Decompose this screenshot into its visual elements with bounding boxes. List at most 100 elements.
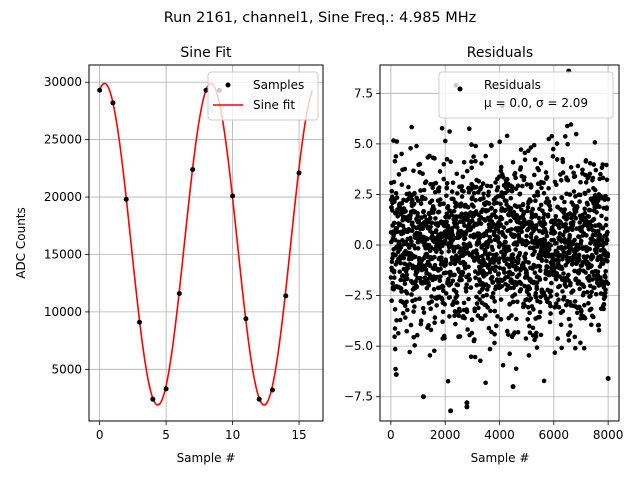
residual-point xyxy=(480,316,485,322)
residual-point xyxy=(597,204,602,209)
residual-point xyxy=(541,180,546,186)
residual-point xyxy=(593,232,599,238)
residual-point xyxy=(507,262,512,268)
residual-point xyxy=(395,214,401,219)
residual-point xyxy=(566,316,572,322)
residual-point xyxy=(547,203,552,209)
residual-point xyxy=(407,349,413,355)
residual-point xyxy=(418,188,423,193)
residual-point xyxy=(508,218,513,224)
residual-point xyxy=(428,327,434,333)
residual-point xyxy=(437,278,443,284)
residual-point xyxy=(526,148,531,154)
residual-point xyxy=(554,301,559,306)
residual-point xyxy=(408,146,413,151)
residual-point xyxy=(510,299,516,305)
residual-point xyxy=(484,292,490,298)
residual-point xyxy=(513,247,518,252)
residual-point xyxy=(454,225,460,230)
residual-point xyxy=(497,256,502,261)
residual-point xyxy=(510,159,516,165)
residual-point xyxy=(464,282,470,287)
residual-point xyxy=(509,313,514,318)
residual-point xyxy=(517,204,522,209)
residuals-title: Residuals xyxy=(467,45,533,61)
residual-point xyxy=(562,199,567,205)
residual-point xyxy=(404,299,409,305)
residual-point xyxy=(440,284,446,290)
residual-point xyxy=(539,257,545,263)
residual-point xyxy=(439,126,445,131)
residual-point xyxy=(480,181,486,186)
residual-point xyxy=(399,182,405,187)
sine-fit-xtick-label: 5 xyxy=(162,428,170,442)
residual-point xyxy=(586,188,591,193)
residual-point xyxy=(435,223,441,229)
residual-point xyxy=(526,353,532,358)
residual-point xyxy=(490,295,496,300)
residual-point xyxy=(542,237,548,243)
residual-point xyxy=(518,147,524,152)
residual-point xyxy=(551,146,556,152)
sample-point xyxy=(110,100,116,106)
residual-point xyxy=(519,229,524,234)
residual-point xyxy=(471,190,477,196)
residual-point xyxy=(453,321,458,327)
residual-point xyxy=(429,299,435,304)
residual-point xyxy=(567,192,573,197)
residual-point xyxy=(432,254,437,260)
residual-point xyxy=(475,221,481,226)
residual-point xyxy=(510,184,515,190)
residuals-marks xyxy=(388,68,611,414)
residual-point xyxy=(396,241,402,246)
residual-point xyxy=(471,154,476,159)
residual-point xyxy=(444,193,449,199)
residual-point xyxy=(587,274,592,279)
residual-point xyxy=(537,309,543,315)
residual-point xyxy=(492,332,497,337)
residual-point xyxy=(557,225,562,230)
residual-point xyxy=(444,181,450,186)
residual-point xyxy=(589,263,594,269)
residual-point xyxy=(432,348,437,354)
residual-point xyxy=(498,164,504,170)
residual-point xyxy=(509,227,514,232)
residual-point xyxy=(556,304,562,310)
residual-point xyxy=(497,265,503,271)
residual-point xyxy=(512,170,518,176)
residual-point xyxy=(448,408,454,414)
residual-point xyxy=(481,191,486,197)
residual-point xyxy=(392,307,398,312)
residual-point xyxy=(560,159,566,165)
residual-point xyxy=(496,260,502,265)
residual-point xyxy=(596,228,601,234)
residual-point xyxy=(570,227,575,233)
residuals-legend: Residuals μ = 0.0, σ = 2.09 xyxy=(438,71,614,119)
residual-point xyxy=(461,189,466,194)
residual-point xyxy=(530,206,535,212)
residual-point xyxy=(409,228,415,233)
residual-point xyxy=(469,317,475,323)
residual-point xyxy=(456,313,462,319)
residual-point xyxy=(598,291,604,296)
residual-point xyxy=(439,255,444,260)
residuals-ytick-label: 5.0 xyxy=(354,137,373,151)
residual-point xyxy=(523,251,528,257)
residual-point xyxy=(586,214,592,219)
residual-point xyxy=(518,287,524,292)
residual-point xyxy=(395,229,400,234)
sine-fit-xtick-label: 15 xyxy=(291,428,306,442)
residual-point xyxy=(577,286,582,292)
residuals-ytick-label: −7.5 xyxy=(344,390,373,404)
residual-point xyxy=(421,187,427,193)
residual-point xyxy=(423,179,429,184)
residual-point xyxy=(506,332,511,337)
residual-point xyxy=(428,215,433,221)
residual-point xyxy=(486,193,491,198)
residual-point xyxy=(490,247,496,253)
residual-point xyxy=(513,175,518,181)
residual-point xyxy=(508,206,514,211)
residual-point xyxy=(480,294,486,299)
residual-point xyxy=(420,305,426,311)
residual-point xyxy=(570,288,576,294)
